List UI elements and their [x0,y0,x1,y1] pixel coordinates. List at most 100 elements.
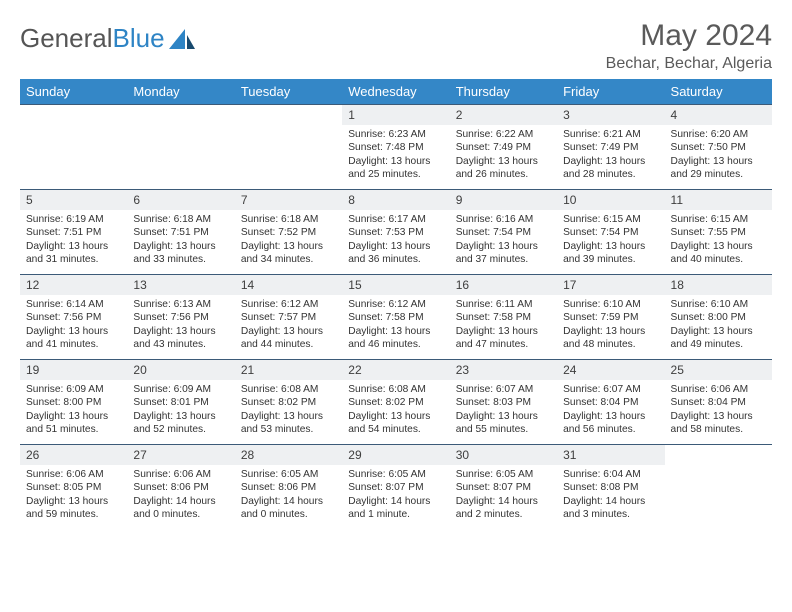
day-detail: Sunrise: 6:15 AMSunset: 7:55 PMDaylight:… [665,210,772,274]
calendar-cell: 3Sunrise: 6:21 AMSunset: 7:49 PMDaylight… [557,105,664,190]
sunrise-text: Sunrise: 6:07 AM [563,383,658,396]
day-number [235,105,342,125]
day-header: Thursday [450,79,557,105]
calendar-table: SundayMondayTuesdayWednesdayThursdayFrid… [20,79,772,529]
sunset-text: Sunset: 8:03 PM [456,396,551,409]
day-number: 9 [450,190,557,210]
sunset-text: Sunset: 8:00 PM [671,311,766,324]
day-number: 17 [557,275,664,295]
calendar-cell: 13Sunrise: 6:13 AMSunset: 7:56 PMDayligh… [127,275,234,360]
day-number [665,445,772,465]
day-number: 1 [342,105,449,125]
sunset-text: Sunset: 8:07 PM [348,481,443,494]
day-detail: Sunrise: 6:15 AMSunset: 7:54 PMDaylight:… [557,210,664,274]
sunset-text: Sunset: 7:49 PM [563,141,658,154]
daylight-text: Daylight: 13 hours and 47 minutes. [456,325,551,352]
day-number: 25 [665,360,772,380]
day-detail: Sunrise: 6:06 AMSunset: 8:04 PMDaylight:… [665,380,772,444]
daylight-text: Daylight: 13 hours and 46 minutes. [348,325,443,352]
day-number: 11 [665,190,772,210]
sunrise-text: Sunrise: 6:19 AM [26,213,121,226]
calendar-cell: 20Sunrise: 6:09 AMSunset: 8:01 PMDayligh… [127,360,234,445]
sunset-text: Sunset: 7:59 PM [563,311,658,324]
calendar-cell: 10Sunrise: 6:15 AMSunset: 7:54 PMDayligh… [557,190,664,275]
daylight-text: Daylight: 14 hours and 0 minutes. [241,495,336,522]
day-detail: Sunrise: 6:07 AMSunset: 8:03 PMDaylight:… [450,380,557,444]
day-detail: Sunrise: 6:05 AMSunset: 8:07 PMDaylight:… [450,465,557,529]
daylight-text: Daylight: 13 hours and 58 minutes. [671,410,766,437]
day-number: 27 [127,445,234,465]
daylight-text: Daylight: 14 hours and 3 minutes. [563,495,658,522]
location: Bechar, Bechar, Algeria [606,55,772,73]
daylight-text: Daylight: 13 hours and 55 minutes. [456,410,551,437]
sunrise-text: Sunrise: 6:21 AM [563,128,658,141]
sunrise-text: Sunrise: 6:13 AM [133,298,228,311]
daylight-text: Daylight: 13 hours and 37 minutes. [456,240,551,267]
day-detail: Sunrise: 6:08 AMSunset: 8:02 PMDaylight:… [235,380,342,444]
sunrise-text: Sunrise: 6:20 AM [671,128,766,141]
sunrise-text: Sunrise: 6:08 AM [241,383,336,396]
day-header: Friday [557,79,664,105]
sunrise-text: Sunrise: 6:05 AM [241,468,336,481]
calendar-cell [235,105,342,190]
calendar-cell: 24Sunrise: 6:07 AMSunset: 8:04 PMDayligh… [557,360,664,445]
daylight-text: Daylight: 13 hours and 56 minutes. [563,410,658,437]
calendar-cell: 27Sunrise: 6:06 AMSunset: 8:06 PMDayligh… [127,445,234,530]
sunset-text: Sunset: 7:54 PM [563,226,658,239]
day-number: 23 [450,360,557,380]
day-detail: Sunrise: 6:14 AMSunset: 7:56 PMDaylight:… [20,295,127,359]
sunrise-text: Sunrise: 6:06 AM [26,468,121,481]
day-detail: Sunrise: 6:09 AMSunset: 8:01 PMDaylight:… [127,380,234,444]
sunrise-text: Sunrise: 6:14 AM [26,298,121,311]
daylight-text: Daylight: 13 hours and 34 minutes. [241,240,336,267]
day-detail: Sunrise: 6:20 AMSunset: 7:50 PMDaylight:… [665,125,772,189]
day-number: 6 [127,190,234,210]
day-number: 13 [127,275,234,295]
day-detail: Sunrise: 6:19 AMSunset: 7:51 PMDaylight:… [20,210,127,274]
day-detail: Sunrise: 6:06 AMSunset: 8:06 PMDaylight:… [127,465,234,529]
day-number: 16 [450,275,557,295]
sunset-text: Sunset: 8:02 PM [241,396,336,409]
day-detail: Sunrise: 6:06 AMSunset: 8:05 PMDaylight:… [20,465,127,529]
calendar-cell: 19Sunrise: 6:09 AMSunset: 8:00 PMDayligh… [20,360,127,445]
calendar-cell: 29Sunrise: 6:05 AMSunset: 8:07 PMDayligh… [342,445,449,530]
calendar-cell: 1Sunrise: 6:23 AMSunset: 7:48 PMDaylight… [342,105,449,190]
day-number: 28 [235,445,342,465]
sunrise-text: Sunrise: 6:18 AM [133,213,228,226]
sunset-text: Sunset: 7:48 PM [348,141,443,154]
day-header: Tuesday [235,79,342,105]
logo: GeneralBlue [20,15,195,54]
calendar-cell: 12Sunrise: 6:14 AMSunset: 7:56 PMDayligh… [20,275,127,360]
sunset-text: Sunset: 8:02 PM [348,396,443,409]
calendar-cell: 22Sunrise: 6:08 AMSunset: 8:02 PMDayligh… [342,360,449,445]
sunset-text: Sunset: 7:54 PM [456,226,551,239]
sunset-text: Sunset: 8:06 PM [133,481,228,494]
day-detail: Sunrise: 6:10 AMSunset: 8:00 PMDaylight:… [665,295,772,359]
sunset-text: Sunset: 7:51 PM [133,226,228,239]
sunrise-text: Sunrise: 6:12 AM [241,298,336,311]
sunset-text: Sunset: 8:08 PM [563,481,658,494]
day-detail: Sunrise: 6:11 AMSunset: 7:58 PMDaylight:… [450,295,557,359]
calendar-head: SundayMondayTuesdayWednesdayThursdayFrid… [20,79,772,105]
daylight-text: Daylight: 13 hours and 51 minutes. [26,410,121,437]
sunset-text: Sunset: 7:57 PM [241,311,336,324]
sunrise-text: Sunrise: 6:09 AM [133,383,228,396]
sunrise-text: Sunrise: 6:05 AM [348,468,443,481]
day-detail: Sunrise: 6:10 AMSunset: 7:59 PMDaylight:… [557,295,664,359]
logo-text-1: General [20,23,113,54]
day-detail: Sunrise: 6:16 AMSunset: 7:54 PMDaylight:… [450,210,557,274]
calendar-cell: 31Sunrise: 6:04 AMSunset: 8:08 PMDayligh… [557,445,664,530]
sunset-text: Sunset: 8:01 PM [133,396,228,409]
day-number: 2 [450,105,557,125]
logo-sail-icon [169,29,195,49]
calendar-cell [665,445,772,530]
day-detail: Sunrise: 6:23 AMSunset: 7:48 PMDaylight:… [342,125,449,189]
day-header: Monday [127,79,234,105]
day-detail: Sunrise: 6:18 AMSunset: 7:51 PMDaylight:… [127,210,234,274]
daylight-text: Daylight: 13 hours and 52 minutes. [133,410,228,437]
sunrise-text: Sunrise: 6:12 AM [348,298,443,311]
day-detail: Sunrise: 6:09 AMSunset: 8:00 PMDaylight:… [20,380,127,444]
calendar-cell: 14Sunrise: 6:12 AMSunset: 7:57 PMDayligh… [235,275,342,360]
sunrise-text: Sunrise: 6:15 AM [563,213,658,226]
day-number: 19 [20,360,127,380]
